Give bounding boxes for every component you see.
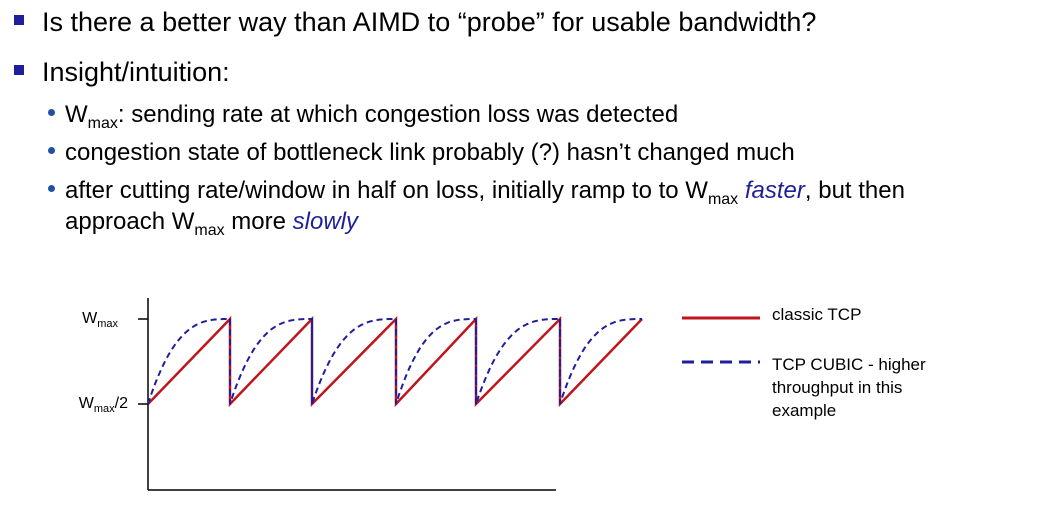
sub-bullet-1: Wmax: sending rate at which congestion l… <box>48 101 679 132</box>
slowly-text: slowly <box>292 208 358 235</box>
sub-bullet-2-text: congestion state of bottleneck link prob… <box>65 139 795 166</box>
dot-bullet-icon <box>48 185 55 192</box>
y-label-wmax-half: Wmax/2 <box>79 395 128 415</box>
sub-bullet-3-sub1: max <box>707 191 739 208</box>
sub-bullet-3-part1: after cutting rate/window in half on los… <box>65 177 708 204</box>
sub-bullet-3: after cutting rate/window in half on los… <box>48 177 905 208</box>
faster-text: faster <box>744 177 805 204</box>
bullet-2: Insight/intuition: <box>14 56 230 88</box>
dot-bullet-icon <box>48 147 55 154</box>
bullet-1-text: Is there a better way than AIMD to “prob… <box>42 7 817 37</box>
square-bullet-icon <box>14 65 24 75</box>
square-bullet-icon <box>14 15 24 25</box>
wmax-sub: max <box>87 115 118 132</box>
legend-classic-label: classic TCP <box>772 305 862 324</box>
legend-cubic-label-3: example <box>772 401 837 420</box>
sub-bullet-3-line2: approach Wmax more slowly <box>65 208 358 239</box>
wmax-w: W <box>65 101 88 128</box>
dot-bullet-icon <box>48 109 55 116</box>
sub-bullet-3-line2b: more <box>224 208 293 235</box>
sub-bullet-3-line2a: approach W <box>65 208 195 235</box>
bullet-2-text: Insight/intuition: <box>42 57 230 87</box>
sub-bullet-3-sub2: max <box>194 222 225 239</box>
bullet-1: Is there a better way than AIMD to “prob… <box>14 6 816 38</box>
sub-bullet-1-text: : sending rate at which congestion loss … <box>117 101 679 128</box>
sub-bullet-3-part2: , but then <box>804 177 905 204</box>
sub-bullet-2: congestion state of bottleneck link prob… <box>48 139 795 167</box>
legend-cubic-label-1: TCP CUBIC - higher <box>772 355 926 374</box>
legend-cubic-label-2: throughput in this <box>772 378 903 397</box>
y-label-wmax: Wmax <box>82 310 118 330</box>
